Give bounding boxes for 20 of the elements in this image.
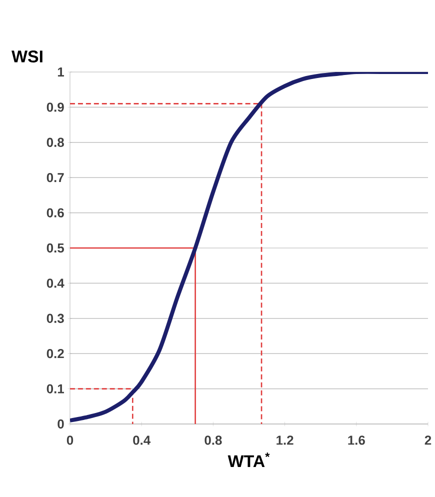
y-tick-label: 0.4: [46, 278, 64, 288]
x-tick-label: 0.4: [133, 436, 151, 445]
y-tick-label: 0.1: [46, 384, 64, 394]
y-tick-label: 0.5: [46, 243, 64, 253]
y-tick-label: 0.9: [46, 102, 64, 112]
line-series: [70, 72, 428, 422]
x-axis-title: WTA$^{*}$: [228, 452, 270, 468]
y-tick-label: 0: [58, 419, 64, 429]
x-tick-label: 0.8: [204, 436, 222, 445]
x-tick-label: 2: [424, 436, 432, 445]
x-tick-label: 1.2: [276, 436, 294, 445]
y-tick-label: 0.3: [46, 314, 64, 323]
y-tick-label: 1: [58, 68, 64, 76]
y-tick-label: 0.6: [46, 208, 64, 218]
y-tick-label: 0.2: [46, 349, 64, 358]
x-tick-label: 0: [66, 436, 74, 445]
y-tick-label: 0.7: [46, 173, 64, 182]
x-tick-label: 1.6: [348, 436, 365, 445]
y-tick-label: 0.8: [46, 138, 64, 147]
y-axis-title: WSI: [12, 50, 42, 62]
